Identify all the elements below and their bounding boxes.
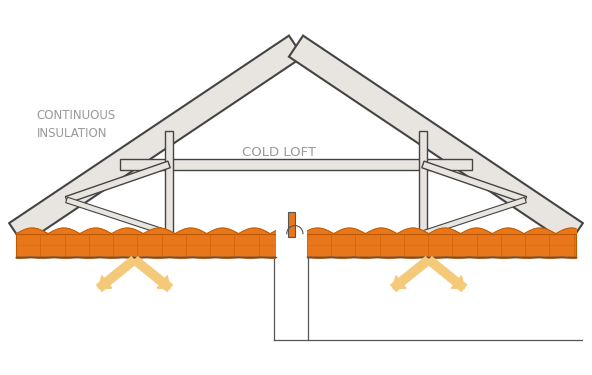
Polygon shape bbox=[66, 197, 170, 236]
Polygon shape bbox=[165, 131, 173, 234]
Polygon shape bbox=[289, 36, 583, 244]
Polygon shape bbox=[422, 161, 526, 203]
Polygon shape bbox=[66, 161, 170, 203]
Polygon shape bbox=[99, 276, 112, 288]
Polygon shape bbox=[422, 197, 526, 236]
Text: COLD LOFT: COLD LOFT bbox=[242, 146, 316, 159]
Polygon shape bbox=[451, 276, 465, 288]
Polygon shape bbox=[157, 276, 170, 288]
Polygon shape bbox=[419, 131, 427, 234]
Bar bbox=[275, 225, 307, 260]
Polygon shape bbox=[9, 36, 303, 244]
Bar bbox=[16, 234, 576, 257]
Text: CONTINUOUS
INSULATION: CONTINUOUS INSULATION bbox=[36, 108, 115, 140]
Polygon shape bbox=[393, 276, 406, 288]
Polygon shape bbox=[120, 159, 472, 170]
Bar bbox=[288, 212, 295, 237]
